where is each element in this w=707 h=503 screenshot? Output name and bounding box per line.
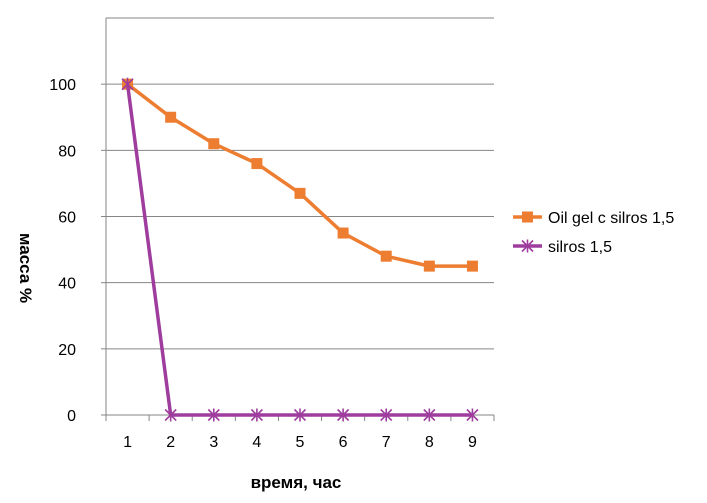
x-tick-label: 5 bbox=[296, 434, 305, 451]
x-tick-label: 3 bbox=[209, 434, 218, 451]
gridlines bbox=[106, 17, 494, 350]
data-point bbox=[337, 408, 350, 422]
series-line bbox=[125, 83, 473, 417]
data-point bbox=[251, 158, 263, 170]
y-tick-label: 0 bbox=[67, 408, 76, 425]
y-tick-label: 60 bbox=[58, 210, 76, 227]
legend-item: silros 1,5 bbox=[513, 239, 612, 256]
series-line bbox=[126, 82, 473, 268]
y-tick-label: 40 bbox=[58, 276, 76, 293]
legend-item: Oil gel c silros 1,5 bbox=[513, 210, 674, 227]
data-point bbox=[164, 408, 177, 422]
series-group bbox=[121, 77, 479, 422]
x-tick-label: 4 bbox=[252, 434, 261, 451]
x-tick-label: 1 bbox=[123, 434, 132, 451]
y-tick-label: 100 bbox=[49, 77, 76, 94]
x-tick-label: 8 bbox=[425, 434, 434, 451]
data-point bbox=[207, 408, 220, 422]
x-tick-label: 6 bbox=[339, 434, 348, 451]
y-tick-label: 20 bbox=[58, 342, 76, 359]
legend-marker bbox=[521, 239, 534, 253]
x-tick-label: 9 bbox=[468, 434, 477, 451]
legend-marker bbox=[522, 211, 533, 223]
legend: Oil gel c silros 1,5 silros 1,5 bbox=[513, 210, 674, 256]
x-tick-label: 2 bbox=[166, 434, 175, 451]
y-tick-label: 80 bbox=[58, 143, 76, 160]
x-tick-label: 7 bbox=[382, 434, 391, 451]
data-point bbox=[466, 408, 479, 422]
axes bbox=[101, 18, 495, 421]
data-point bbox=[423, 408, 436, 422]
legend-label: silros 1,5 bbox=[548, 239, 612, 256]
data-point bbox=[466, 260, 478, 272]
data-point bbox=[121, 77, 134, 91]
data-point bbox=[293, 408, 307, 422]
x-axis-title: время, час bbox=[251, 473, 342, 492]
legend-label: Oil gel c silros 1,5 bbox=[548, 210, 674, 227]
data-point bbox=[250, 408, 263, 422]
data-point bbox=[380, 250, 392, 262]
data-point bbox=[380, 408, 393, 422]
data-point bbox=[165, 111, 177, 123]
data-point bbox=[337, 227, 349, 239]
series-2 bbox=[121, 77, 479, 422]
data-point bbox=[423, 260, 435, 272]
data-point bbox=[294, 187, 306, 199]
y-axis-title: масса % bbox=[16, 233, 35, 303]
tick-labels: 0 20 40 60 80 100 1 2 3 4 5 6 7 8 9 bbox=[49, 77, 477, 451]
data-point bbox=[208, 138, 220, 150]
series-1 bbox=[122, 78, 478, 272]
